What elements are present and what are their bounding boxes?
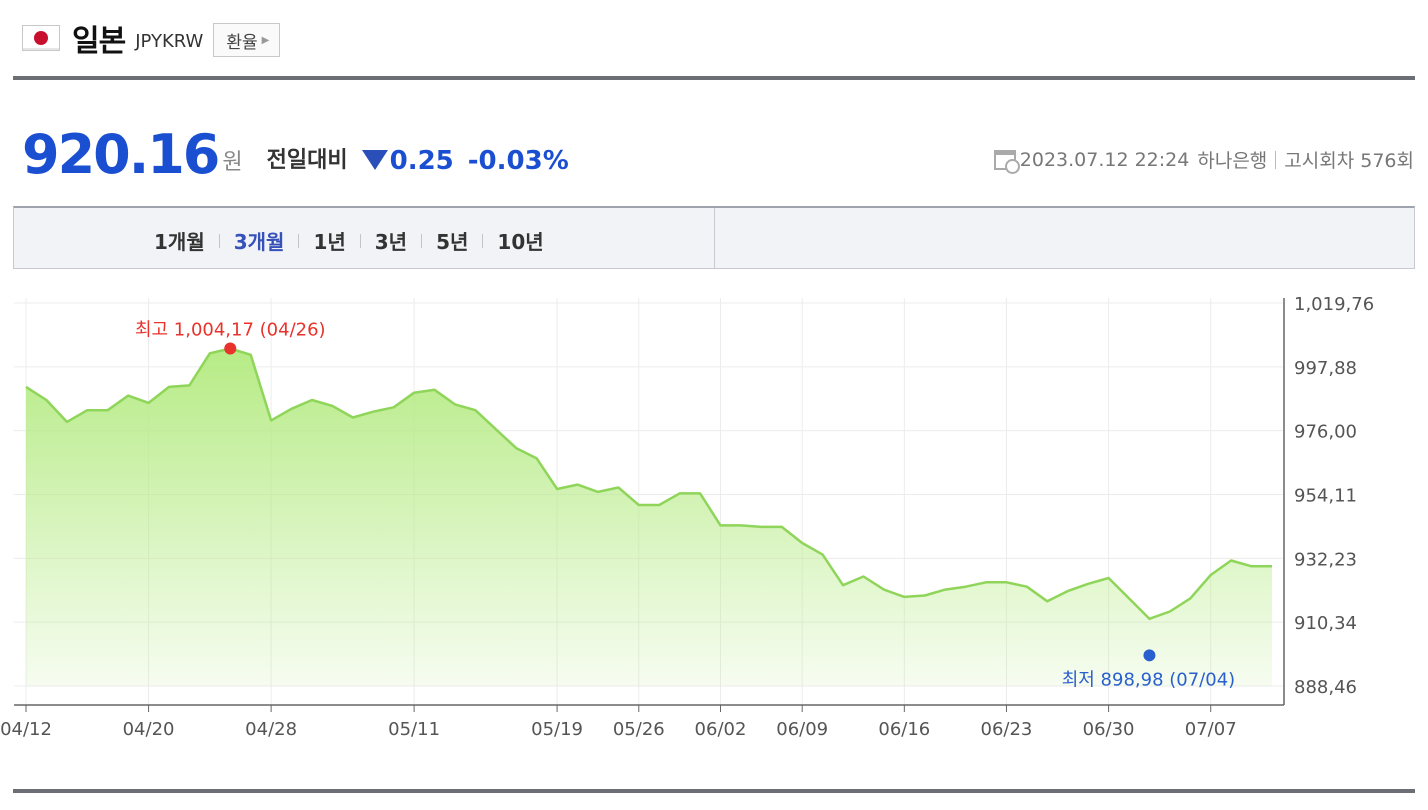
- notice-round: 고시회차 576회: [1284, 150, 1414, 172]
- down-triangle-icon: [361, 150, 388, 170]
- chevron-right-icon: ▶: [261, 34, 270, 46]
- series-area: [26, 348, 1272, 686]
- exchange-rate-chart: 1,019,76 997,88 976,00 954,11 932,23 910,34 88…: [0, 294, 1374, 740]
- high-point-label: 최고 1,004,17 (04/26): [135, 319, 326, 340]
- x-tick-label: 06/23: [981, 719, 1033, 740]
- bank-name: 하나은행: [1197, 150, 1268, 172]
- x-tick-label: 04/12: [0, 719, 52, 740]
- y-tick-label: 888,46: [1294, 677, 1357, 698]
- y-tick-label: 932,23: [1294, 549, 1357, 570]
- country-name: 일본: [72, 24, 126, 59]
- bottom-divider: [13, 789, 1415, 793]
- y-tick-label: 997,88: [1294, 358, 1357, 379]
- x-tick-label: 04/20: [123, 719, 175, 740]
- exchange-button-label: 환율: [226, 32, 258, 53]
- japan-flag-icon: [22, 25, 60, 51]
- y-tick-label: 976,00: [1294, 422, 1357, 443]
- x-tick-label: 06/02: [695, 719, 747, 740]
- tab-separator: [482, 233, 484, 248]
- currency-code: JPYKRW: [135, 30, 204, 52]
- x-tick-label: 05/11: [388, 719, 440, 740]
- price-change-percent: -0.03%: [467, 146, 569, 176]
- price-unit: 원: [222, 150, 243, 175]
- meta-separator: [1275, 150, 1277, 169]
- tabs-divider: [714, 208, 715, 269]
- low-point-label: 최저 898,98 (07/04): [1062, 669, 1235, 690]
- header: 일본 JPYKRW 환율 ▶: [22, 14, 281, 62]
- tab-1-year[interactable]: 1년: [313, 230, 346, 254]
- quote-datetime: 2023.07.12 22:24: [1019, 148, 1190, 171]
- x-tick-label: 05/19: [531, 719, 583, 740]
- tab-1-month[interactable]: 1개월: [154, 230, 205, 254]
- x-tick-label: 06/30: [1083, 719, 1135, 740]
- y-tick-label: 910,34: [1294, 613, 1357, 634]
- y-tick-label: 1,019,76: [1294, 294, 1374, 315]
- prev-day-label: 전일대비: [266, 148, 348, 173]
- tab-10-years[interactable]: 10년: [497, 230, 544, 254]
- x-tick-label: 06/16: [878, 719, 930, 740]
- current-price: 920.16: [22, 123, 220, 186]
- price-change: 0.25: [389, 146, 454, 176]
- top-divider: [13, 76, 1415, 80]
- high-point-marker: [224, 342, 237, 355]
- x-tick-label: 07/07: [1185, 719, 1237, 740]
- exchange-button[interactable]: 환율 ▶: [213, 23, 281, 57]
- tab-separator: [298, 233, 300, 248]
- tab-5-years[interactable]: 5년: [436, 230, 469, 254]
- calendar-clock-icon: [993, 149, 1020, 174]
- period-tabs: 1개월 3개월 1년 3년 5년 10년: [13, 206, 1415, 269]
- tab-separator: [421, 233, 423, 248]
- quote-meta: 2023.07.12 22:24 하나은행 고시회차 576회: [993, 146, 1414, 174]
- tab-separator: [218, 233, 220, 248]
- tab-separator: [359, 233, 361, 248]
- price-row: 920.16 원 전일대비 0.25 -0.03%: [22, 112, 569, 182]
- x-tick-label: 06/09: [776, 719, 828, 740]
- tab-3-months[interactable]: 3개월: [233, 230, 285, 254]
- x-tick-label: 05/26: [613, 719, 665, 740]
- x-tick-label: 04/28: [245, 719, 297, 740]
- low-point-marker: [1143, 649, 1156, 662]
- tab-3-years[interactable]: 3년: [374, 230, 408, 254]
- y-tick-label: 954,11: [1294, 486, 1357, 507]
